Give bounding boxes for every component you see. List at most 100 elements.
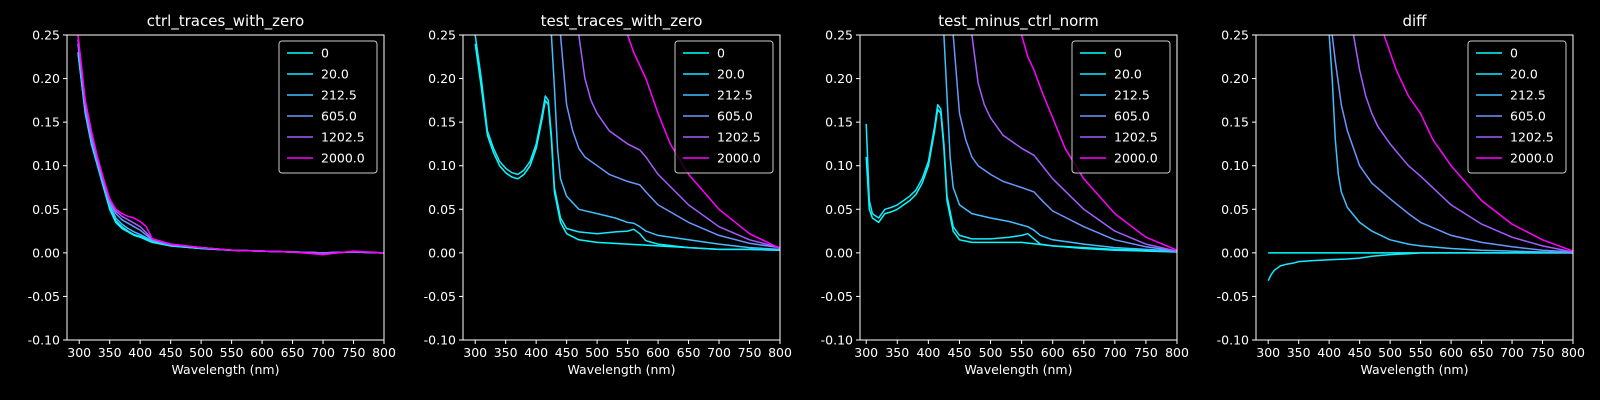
legend-entry: 20.0 <box>1510 67 1538 82</box>
x-tick-label: 800 <box>1165 345 1189 360</box>
x-tick-label: 450 <box>948 345 972 360</box>
series-line-1 <box>474 43 780 251</box>
y-tick-label: 0.20 <box>1221 71 1249 86</box>
x-tick-label: 650 <box>281 345 305 360</box>
legend-entry: 2000.0 <box>717 151 761 166</box>
x-tick-label: 750 <box>738 345 762 360</box>
series-group <box>865 35 1177 253</box>
x-tick-label: 800 <box>768 345 792 360</box>
y-tick-label: 0.10 <box>428 158 456 173</box>
y-tick-label: 0.25 <box>32 28 60 43</box>
y-tick-label: -0.10 <box>1217 333 1249 348</box>
series-line-5 <box>578 35 780 249</box>
x-tick-label: 300 <box>67 345 91 360</box>
y-tick-label: 0.00 <box>825 245 853 260</box>
y-tick-label: 0.05 <box>825 202 853 217</box>
legend-entry: 212.5 <box>717 88 753 103</box>
x-axis-label: Wavelength (nm) <box>1361 362 1469 377</box>
x-tick-label: 300 <box>463 345 487 360</box>
x-tick-label: 500 <box>189 345 213 360</box>
x-tick-label: 350 <box>1287 345 1311 360</box>
x-tick-label: 700 <box>707 345 731 360</box>
chart-title: test_minus_ctrl_norm <box>938 12 1099 31</box>
y-tick-label: 0.15 <box>1221 115 1249 130</box>
legend-entry: 0 <box>1114 46 1122 61</box>
x-tick-label: 750 <box>1134 345 1158 360</box>
legend: 0 20.0 212.5 605.0 1202.5 2000.0 <box>674 40 774 174</box>
x-tick-label: 350 <box>98 345 122 360</box>
series-line-4 <box>952 35 1177 252</box>
plot-frame <box>1255 34 1574 341</box>
chart-title: diff <box>1402 12 1427 30</box>
series-line-6 <box>626 35 780 250</box>
y-tick-label: -0.05 <box>28 289 60 304</box>
x-tick-label: 600 <box>1041 345 1065 360</box>
x-tick-label: 550 <box>1010 345 1034 360</box>
x-axis-label: Wavelength (nm) <box>172 362 280 377</box>
y-tick-label: 0.15 <box>32 115 60 130</box>
y-tick-label: 0.10 <box>825 158 853 173</box>
series-line-6 <box>1383 35 1573 252</box>
x-tick-label: 700 <box>1500 345 1524 360</box>
x-tick-label: 750 <box>1531 345 1555 360</box>
y-tick-label: 0.05 <box>428 202 456 217</box>
x-tick-label: 550 <box>616 345 640 360</box>
y-tick-label: 0.20 <box>825 71 853 86</box>
legend-entry: 2000.0 <box>321 151 365 166</box>
series-group <box>474 35 780 251</box>
chart-title: test_traces_with_zero <box>541 12 703 31</box>
plot-frame <box>462 34 781 341</box>
series-line-6 <box>77 35 384 256</box>
series-group <box>77 35 384 256</box>
x-tick-label: 300 <box>1256 345 1280 360</box>
y-tick-label: -0.05 <box>424 289 456 304</box>
x-tick-label: 300 <box>854 345 878 360</box>
series-group <box>1267 35 1573 282</box>
series-line-2 <box>474 35 780 251</box>
y-tick-label: 0.00 <box>1221 245 1249 260</box>
x-axis-label: Wavelength (nm) <box>965 362 1073 377</box>
y-tick-label: 0.15 <box>825 115 853 130</box>
y-tick-label: 0.25 <box>1221 28 1249 43</box>
chart-panel-3: 300 350 400 450 500 550 600 650 700 750 800 0.25 0.2… <box>821 12 1189 377</box>
legend-entry: 212.5 <box>1114 88 1150 103</box>
y-tick-label: 0.05 <box>1221 202 1249 217</box>
y-tick-label: 0.00 <box>428 245 456 260</box>
x-tick-label: 700 <box>311 345 335 360</box>
x-tick-label: 800 <box>372 345 396 360</box>
x-tick-label: 400 <box>916 345 940 360</box>
y-tick-label: -0.05 <box>1217 289 1249 304</box>
legend-entry: 0 <box>321 46 329 61</box>
y-tick-label: 0.25 <box>428 28 456 43</box>
series-line-2 <box>865 103 1177 253</box>
x-tick-label: 650 <box>1470 345 1494 360</box>
legend-entry: 212.5 <box>1510 88 1546 103</box>
x-tick-label: 650 <box>677 345 701 360</box>
series-line-3 <box>1328 35 1573 254</box>
x-tick-label: 400 <box>1317 345 1341 360</box>
x-tick-label: 400 <box>128 345 152 360</box>
x-tick-label: 550 <box>1409 345 1433 360</box>
x-tick-label: 500 <box>979 345 1003 360</box>
series-line-3 <box>550 35 780 251</box>
y-tick-label: -0.10 <box>424 333 456 348</box>
legend-entry: 20.0 <box>1114 67 1142 82</box>
y-tick-label: 0.20 <box>428 71 456 86</box>
x-tick-label: 700 <box>1103 345 1127 360</box>
legend: 0 20.0 212.5 605.0 1202.5 2000.0 <box>1071 40 1171 174</box>
x-tick-label: 450 <box>1348 345 1372 360</box>
chart-panel-4: 300 350 400 450 500 550 600 650 700 750 800 0.25 0.2… <box>1217 12 1585 377</box>
legend-entry: 1202.5 <box>1114 130 1158 145</box>
legend-entry: 0 <box>717 46 725 61</box>
x-tick-label: 750 <box>342 345 366 360</box>
plot-frame <box>66 34 385 341</box>
y-tick-label: 0.10 <box>32 158 60 173</box>
y-tick-label: 0.25 <box>825 28 853 43</box>
legend-entry: 0 <box>1510 46 1518 61</box>
x-tick-label: 450 <box>555 345 579 360</box>
x-tick-label: 550 <box>220 345 244 360</box>
y-tick-label: 0.15 <box>428 115 456 130</box>
y-tick-label: -0.10 <box>28 333 60 348</box>
y-tick-label: -0.10 <box>821 333 853 348</box>
